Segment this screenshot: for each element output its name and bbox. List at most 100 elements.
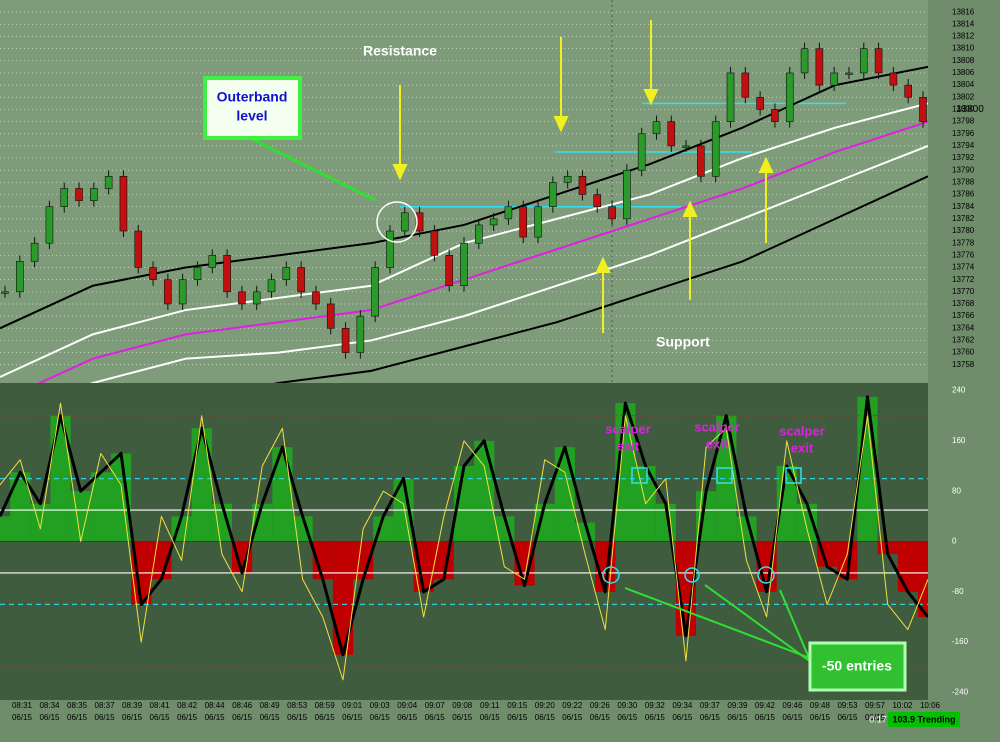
scalper-label: exit	[617, 438, 640, 453]
candle-body	[90, 188, 98, 201]
price-panel	[0, 0, 928, 383]
status-time: 0:17	[869, 714, 887, 724]
y-tick-label: 13782	[952, 214, 975, 223]
candle-body	[134, 230, 143, 268]
x-tick-label: 08:31	[12, 701, 33, 710]
candle-body	[60, 188, 69, 207]
candle-body	[445, 255, 453, 287]
x-date-label: 06/15	[590, 713, 611, 722]
candle-body	[223, 255, 231, 293]
candle-body	[75, 188, 83, 201]
y-tick-label: -160	[952, 637, 969, 646]
y-tick-label: 13802	[952, 92, 975, 101]
scalper-label: exit	[706, 436, 729, 451]
x-tick-label: 09:20	[535, 701, 556, 710]
histogram-bar	[917, 541, 928, 617]
x-tick-label: 09:57	[865, 701, 886, 710]
fast-line	[0, 402, 928, 681]
candle-body	[623, 169, 631, 220]
candle-body	[1, 291, 9, 294]
x-date-label: 06/15	[645, 713, 666, 722]
x-date-label: 06/15	[535, 713, 556, 722]
last-price-label: 13800	[956, 104, 984, 115]
candle-body	[608, 206, 616, 220]
candle-body	[312, 291, 320, 305]
candle-body	[697, 145, 705, 177]
x-date-label: 06/15	[232, 713, 253, 722]
y-tick-label: 13762	[952, 336, 975, 345]
highlight-circle	[376, 201, 418, 243]
candle-body	[652, 121, 661, 135]
histogram-bar	[10, 472, 31, 542]
x-tick-label: 08:41	[150, 701, 171, 710]
x-date-label: 06/15	[507, 713, 528, 722]
candle-body	[297, 267, 305, 293]
candle-body	[726, 72, 735, 122]
candle-body	[815, 48, 824, 86]
y-tick-label: 13804	[952, 80, 975, 89]
scalper-label: scalper	[694, 419, 740, 434]
histogram-bar	[110, 453, 132, 542]
candle-body	[563, 176, 572, 183]
y-tick-label: 13764	[952, 323, 975, 332]
candle-body	[267, 279, 276, 293]
y-tick-label: -80	[952, 587, 964, 596]
band-line	[90, 144, 928, 383]
y-tick-label: 13776	[952, 250, 975, 259]
annotations: Resistance Support Outerband level scalp…	[203, 20, 960, 727]
candle-body	[386, 230, 394, 268]
histogram-bar	[897, 541, 918, 592]
candle-body	[771, 109, 779, 122]
candle-body	[193, 267, 202, 280]
candle-body	[889, 72, 898, 86]
candle-body	[874, 48, 883, 74]
x-date-label: 06/15	[122, 713, 143, 722]
y-tick-label: 13792	[952, 153, 975, 162]
x-date-label: 06/15	[452, 713, 473, 722]
histogram-bar	[514, 541, 535, 586]
candle-body	[104, 176, 113, 189]
candle-body	[800, 48, 809, 74]
candle-body	[534, 206, 542, 238]
y-tick-label: 13770	[952, 287, 975, 296]
band-line	[273, 175, 928, 383]
candle-body	[682, 145, 690, 148]
candle-body	[208, 255, 217, 268]
histogram-bar	[272, 447, 293, 542]
x-tick-label: 09:04	[397, 701, 418, 710]
entries-box	[808, 641, 907, 692]
y-tick-label: 13790	[952, 165, 975, 174]
x-date-label: 06/15	[782, 713, 803, 722]
price-plot	[0, 11, 928, 383]
y-tick-label: 13766	[952, 311, 975, 320]
y-tick-label: 0	[952, 537, 957, 546]
x-tick-label: 10:06	[920, 701, 941, 710]
histogram-bar	[796, 503, 818, 542]
y-tick-label: 13784	[952, 202, 975, 211]
candle-body	[475, 224, 483, 244]
candle-body	[326, 303, 335, 329]
histogram-bar	[453, 466, 475, 542]
candle-body	[785, 72, 794, 122]
x-date-label: 06/15	[727, 713, 748, 722]
x-tick-label: 08:44	[205, 701, 226, 710]
y-tick-label: 13810	[952, 44, 975, 53]
y-tick-label: 13768	[952, 299, 975, 308]
x-tick-label: 09:37	[700, 701, 721, 710]
x-tick-label: 09:07	[425, 701, 446, 710]
candle-body	[371, 267, 379, 317]
x-tick-label: 08:34	[39, 701, 60, 710]
scalper-label: scalper	[605, 421, 651, 436]
x-tick-label: 08:35	[67, 701, 88, 710]
y-tick-label: 13814	[952, 19, 975, 28]
candle-body	[711, 121, 720, 177]
x-tick-label: 09:32	[645, 701, 666, 710]
y-tick-label: 13780	[952, 226, 975, 235]
candle-body	[252, 291, 261, 305]
x-date-label: 06/15	[177, 713, 198, 722]
x-tick-label: 08:49	[260, 701, 281, 710]
support-label: Support	[656, 334, 710, 350]
candle-body	[845, 72, 853, 75]
histogram-bar	[232, 541, 253, 573]
x-date-label: 06/15	[205, 713, 226, 722]
